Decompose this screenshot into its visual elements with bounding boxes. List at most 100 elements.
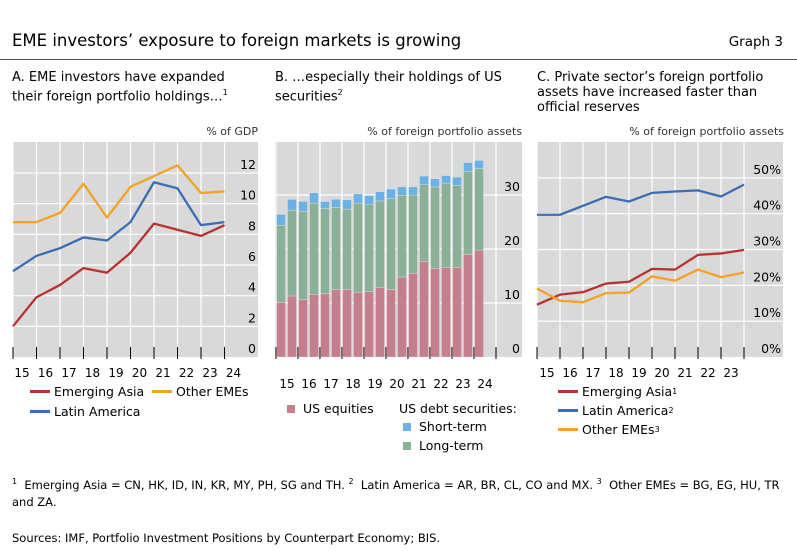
bar-long-term	[276, 224, 286, 303]
panel-b-x-tick-label: 22	[433, 377, 448, 391]
legend-label: Emerging Asia	[54, 384, 145, 399]
bar-short-term	[353, 193, 363, 204]
bar-short-term	[474, 160, 484, 169]
legend-label: Emerging Asia	[582, 384, 673, 399]
panel-a-y-tick-label: 12	[240, 157, 256, 172]
panel-c-x-tick-label: 18	[608, 366, 623, 380]
panel-b-x-tick-label: 21	[411, 377, 426, 391]
bar-long-term	[353, 202, 363, 293]
footnote-2-marker: 2	[348, 477, 354, 486]
legend-a-other-emes: Other EMEs	[152, 384, 249, 399]
bar-long-term	[331, 207, 341, 290]
bar-us-equities	[463, 254, 473, 358]
footnote-2: Latin America = AR, BR, CL, CO and MX.	[360, 477, 593, 492]
panel-c-y-tick-label: 50%	[753, 162, 781, 177]
bar-short-term	[276, 214, 286, 226]
title-divider	[0, 59, 797, 60]
bar-us-equities	[430, 268, 440, 358]
panel-a-x-tick-label: 21	[155, 366, 170, 380]
panel-a-title-text: A. EME investors have expanded their for…	[12, 70, 225, 105]
panel-a-unit: % of GDP	[206, 125, 258, 138]
panel-b-y-tick-label: 0	[512, 341, 520, 356]
legend-line-icon	[558, 390, 578, 393]
bar-short-term	[309, 192, 319, 204]
bar-long-term	[298, 210, 308, 301]
bar-long-term	[309, 202, 319, 295]
bar-us-equities	[419, 261, 429, 358]
panel-a-x-tick-label: 24	[226, 366, 241, 380]
legend-line-icon	[558, 409, 578, 412]
panel-c-y-tick-label: 0%	[761, 341, 781, 356]
panel-a-y-tick-label: 6	[248, 249, 256, 264]
panel-b-x-tick-label: 19	[367, 377, 382, 391]
panel-b-title: B. …especially their holdings of US secu…	[275, 70, 525, 104]
bar-short-term	[298, 201, 308, 212]
panel-c-x-tick-label: 21	[677, 366, 692, 380]
bar-long-term	[320, 208, 330, 295]
panel-a-y-tick-label: 2	[248, 310, 256, 325]
panel-c-x-tick-label: 23	[723, 366, 738, 380]
legend-square-icon	[403, 441, 411, 450]
legend-c-emerging-asia: Emerging Asia 1	[558, 384, 677, 399]
bar-short-term	[364, 195, 374, 205]
footnotes: 1 Emerging Asia = CN, HK, ID, IN, KR, MY…	[12, 473, 787, 511]
legend-b-us-equities: US equities	[287, 401, 374, 416]
panel-c-x-tick-label: 20	[654, 366, 669, 380]
panel-b-x-tick-label: 18	[345, 377, 360, 391]
panel-c-series-latin-america	[537, 183, 745, 216]
bar-short-term	[430, 178, 440, 188]
legend-b-group-label: US debt securities:	[399, 401, 517, 416]
bar-us-equities	[408, 273, 418, 358]
panel-c-x-tick-label: 15	[539, 366, 554, 380]
bar-long-term	[452, 185, 462, 268]
legend-line-icon	[30, 390, 50, 393]
bar-short-term	[386, 188, 396, 200]
legend-line-icon	[152, 390, 172, 393]
bar-us-equities	[298, 299, 308, 358]
bar-short-term	[375, 191, 385, 202]
panel-c-series-emerging-asia	[536, 248, 745, 306]
panel-c-x-tick-label: 16	[562, 366, 577, 380]
bar-us-equities	[331, 289, 341, 358]
panel-a-plot-background	[13, 142, 258, 357]
bar-long-term	[463, 171, 473, 255]
panel-a-title: A. EME investors have expanded their for…	[12, 70, 257, 104]
bar-short-term	[331, 199, 341, 208]
panel-c-series-other-emes	[536, 268, 745, 304]
panel-b-x-tick-label: 15	[279, 377, 294, 391]
bar-long-term	[419, 184, 429, 262]
legend-label: Other EMEs	[176, 384, 249, 399]
bar-us-equities	[309, 294, 319, 358]
panel-c-x-tick-label: 22	[700, 366, 715, 380]
panel-a-y-tick-label: 8	[248, 218, 256, 233]
bar-us-equities	[353, 291, 363, 358]
legend-c-latin-america: Latin America 2	[558, 403, 674, 418]
panel-c-x-tick-label: 17	[585, 366, 600, 380]
legend-label: Short-term	[419, 419, 487, 434]
panel-a-series-emerging-asia	[12, 222, 225, 328]
panel-b-unit: % of foreign portfolio assets	[367, 125, 522, 138]
graph-number: Graph 3	[728, 34, 783, 50]
legend-label: US equities	[303, 401, 374, 416]
legend-sup: 2	[668, 406, 674, 415]
panel-a-y-tick-label: 0	[248, 341, 256, 356]
bar-short-term	[408, 186, 418, 196]
legend-label: Other EMEs	[582, 422, 655, 437]
panel-a-x-tick-label: 22	[179, 366, 194, 380]
bar-long-term	[375, 200, 385, 288]
legend-c-other-emes: Other EMEs 3	[558, 422, 660, 437]
bar-us-equities	[452, 267, 462, 358]
panel-a-x-tick-label: 16	[38, 366, 53, 380]
panel-a-series-other-emes	[13, 164, 225, 224]
panel-a-x-tick-label: 18	[85, 366, 100, 380]
panel-a-x-tick-label: 15	[14, 366, 29, 380]
graph-title: EME investors’ exposure to foreign marke…	[12, 31, 462, 50]
footnote-1: Emerging Asia = CN, HK, ID, IN, KR, MY, …	[24, 477, 345, 492]
bar-long-term	[397, 195, 407, 278]
bar-us-equities	[397, 276, 407, 358]
panel-a-title-sup: 1	[222, 88, 228, 97]
bar-us-equities	[320, 293, 330, 358]
bar-us-equities	[441, 267, 451, 358]
bar-us-equities	[342, 289, 352, 358]
